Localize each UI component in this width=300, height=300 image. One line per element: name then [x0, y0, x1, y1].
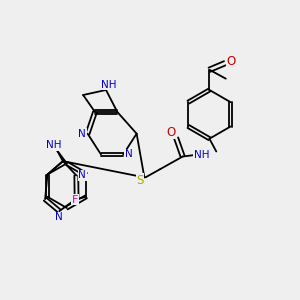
Text: NH: NH	[46, 140, 61, 151]
Text: NH: NH	[194, 150, 209, 160]
Text: O: O	[227, 55, 236, 68]
Text: N: N	[78, 170, 86, 180]
Text: F: F	[72, 195, 78, 205]
Text: N: N	[78, 129, 86, 139]
Text: S: S	[136, 174, 144, 187]
Text: N: N	[56, 212, 63, 222]
Text: O: O	[166, 126, 176, 139]
Text: N: N	[125, 149, 133, 160]
Text: NH: NH	[101, 80, 117, 90]
